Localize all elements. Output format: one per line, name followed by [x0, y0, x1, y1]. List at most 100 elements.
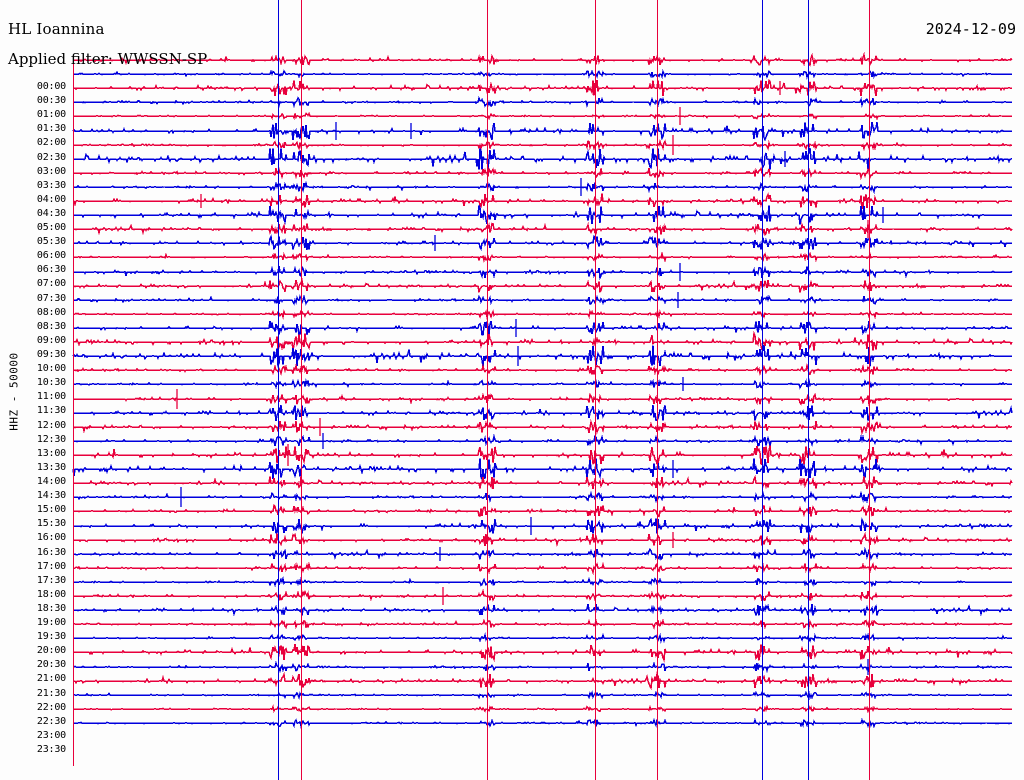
time-tick-label: 16:00	[36, 532, 66, 544]
seismic-trace	[73, 670, 1012, 690]
trace-row	[73, 698, 1012, 720]
seismic-trace	[73, 112, 1012, 121]
time-tick-label: 21:30	[36, 687, 66, 699]
time-tick-label: 22:00	[36, 701, 66, 713]
time-tick-label: 11:30	[36, 405, 66, 417]
seismic-trace	[73, 378, 1012, 390]
trace-row	[73, 712, 1012, 734]
time-tick-label: 08:00	[36, 306, 66, 318]
trace-row	[73, 416, 1013, 438]
trace-row	[73, 627, 1012, 649]
time-tick-label: 18:30	[36, 602, 66, 614]
trace-row	[73, 63, 1012, 85]
time-tick-label: 09:00	[36, 334, 66, 346]
time-tick-label: 19:00	[36, 617, 66, 629]
page-title: HL Ioannina	[8, 20, 105, 38]
event-line	[869, 0, 870, 780]
seismic-trace	[73, 644, 1013, 664]
trace-row	[73, 402, 1013, 424]
seismic-trace	[73, 205, 1012, 226]
trace-row	[72, 613, 1013, 635]
time-axis: 00:00 00:30 01:00 01:30 02:00 02:30 03:00 03:30…	[0, 0, 70, 780]
trace-row	[73, 246, 1012, 268]
time-tick-label: 08:30	[36, 320, 66, 332]
trace-row	[72, 359, 1012, 381]
seismic-trace	[73, 69, 1012, 80]
time-tick-label: 15:00	[36, 504, 66, 516]
seismic-trace	[73, 660, 1012, 673]
seismic-trace	[73, 575, 1012, 588]
seismic-trace	[73, 531, 1012, 547]
seismic-trace	[73, 704, 1012, 714]
trace-row	[72, 120, 1012, 142]
trace-row	[73, 529, 1012, 551]
trace-row	[73, 670, 1012, 692]
seismic-trace	[73, 330, 1013, 352]
time-tick-label: 11:00	[36, 391, 66, 403]
time-tick-label: 10:30	[36, 377, 66, 389]
seismic-trace	[73, 166, 1012, 181]
time-tick-label: 03:30	[36, 179, 66, 191]
time-tick-label: 20:30	[36, 659, 66, 671]
trace-row	[73, 134, 1013, 156]
seismic-trace	[72, 363, 1012, 377]
trace-row	[73, 430, 1012, 452]
trace-row	[73, 162, 1012, 184]
time-tick-label: 12:00	[36, 419, 66, 431]
trace-row	[73, 373, 1012, 395]
seismic-trace	[72, 458, 1012, 480]
seismic-trace	[73, 138, 1013, 152]
time-tick-label: 10:00	[36, 363, 66, 375]
event-line	[301, 0, 302, 780]
seismic-trace	[73, 546, 1012, 561]
trace-row	[73, 571, 1012, 593]
time-tick-label: 19:30	[36, 631, 66, 643]
time-tick-label: 02:00	[36, 137, 66, 149]
seismic-trace	[73, 147, 1013, 170]
trace-row	[73, 190, 1012, 212]
seismic-trace	[73, 504, 1012, 519]
trace-row	[72, 684, 1012, 706]
seismic-trace	[72, 690, 1012, 700]
trace-area	[72, 51, 1013, 734]
event-line	[657, 0, 658, 780]
trace-row	[73, 599, 1012, 621]
time-tick-label: 23:30	[36, 744, 66, 755]
seismic-trace	[73, 717, 1012, 729]
seismic-trace	[73, 79, 1012, 97]
seismic-trace	[73, 433, 1012, 447]
trace-row	[73, 303, 1013, 325]
plot-left-edge	[73, 56, 74, 766]
applied-filter-label: Applied filter: WWSSN-SP	[8, 50, 208, 68]
time-tick-label: 20:00	[36, 645, 66, 657]
time-tick-label: 05:30	[36, 236, 66, 248]
seismic-trace	[73, 192, 1012, 210]
time-tick-label: 00:30	[36, 95, 66, 107]
time-tick-label: 14:00	[36, 475, 66, 487]
time-tick-label: 14:30	[36, 490, 66, 502]
seismic-trace	[73, 404, 1013, 422]
trace-row	[73, 105, 1012, 127]
time-tick-label: 06:00	[36, 250, 66, 262]
seismic-trace	[73, 293, 1013, 306]
seismic-trace	[73, 251, 1012, 264]
time-tick-label: 02:30	[36, 151, 66, 163]
time-tick-label: 07:00	[36, 278, 66, 290]
time-tick-label: 01:00	[36, 109, 66, 121]
time-tick-label: 21:00	[36, 673, 66, 685]
trace-row	[73, 77, 1012, 99]
seismic-trace	[73, 603, 1012, 617]
seismic-trace	[73, 490, 1013, 505]
event-line	[278, 0, 279, 780]
trace-row	[73, 232, 1012, 254]
trace-row	[73, 317, 1012, 339]
trace-row	[73, 289, 1013, 311]
trace-row	[73, 486, 1013, 508]
time-tick-label: 05:00	[36, 222, 66, 234]
seismic-trace	[73, 474, 1013, 490]
seismic-trace	[73, 632, 1012, 644]
time-tick-label: 01:30	[36, 123, 66, 135]
seismic-trace	[73, 277, 1012, 294]
trace-row	[73, 557, 1012, 579]
